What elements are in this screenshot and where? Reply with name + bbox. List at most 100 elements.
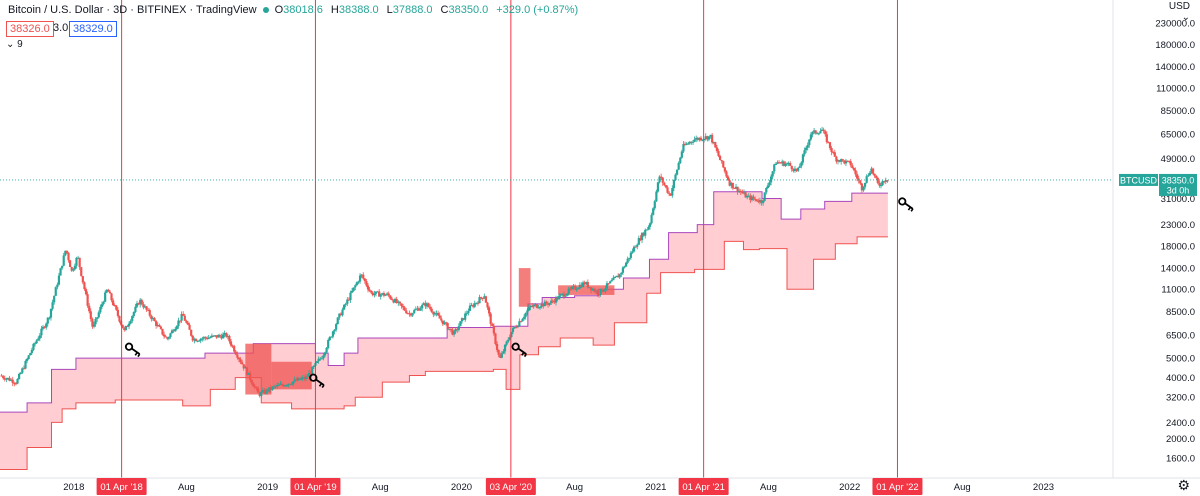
x-tick-label: 2018: [63, 482, 84, 493]
last-price-symbol: BTCUSD: [1120, 175, 1158, 185]
candle-body: [781, 161, 784, 164]
candle-body: [454, 329, 457, 332]
candle-body: [507, 339, 510, 342]
candle-body: [747, 195, 750, 197]
candle-body: [425, 303, 429, 307]
candle-body: [820, 129, 824, 132]
candle-body: [655, 191, 658, 202]
candle-body: [722, 161, 725, 168]
indicator-value-red[interactable]: 38326.0: [6, 21, 54, 37]
currency-selector[interactable]: USD ⌄: [1168, 1, 1190, 23]
candle-body: [72, 269, 75, 271]
candle-body: [366, 285, 370, 290]
candle-body: [158, 324, 161, 327]
x-tick-label: Aug: [760, 482, 777, 493]
candle-body: [287, 383, 290, 386]
candle-body: [175, 326, 178, 329]
candle-body: [518, 321, 521, 327]
candle-body: [703, 139, 706, 141]
candle-body: [290, 384, 293, 386]
candle-body: [585, 282, 588, 285]
candle-body: [347, 299, 350, 301]
candle-body: [494, 333, 497, 344]
candle-body: [645, 229, 648, 231]
candle-body: [311, 367, 314, 374]
candle-body: [198, 340, 201, 342]
candle-body: [441, 320, 444, 325]
candle-body: [464, 313, 467, 320]
candle-body: [371, 292, 374, 296]
candle-body: [534, 304, 537, 306]
ohlc-low: L37888.0: [386, 4, 433, 16]
candle-body: [483, 296, 486, 299]
candle-body: [870, 168, 873, 173]
candle-body: [752, 196, 755, 199]
candle-body: [554, 297, 558, 303]
candle-body: [97, 312, 100, 318]
candle-body: [762, 200, 765, 204]
candle-body: [346, 299, 349, 304]
candle-body: [531, 305, 534, 307]
candle-body: [854, 170, 857, 175]
candle-body: [857, 178, 860, 181]
candle-body: [124, 325, 127, 331]
candle-body: [444, 322, 448, 324]
key-icon-shaft: [517, 347, 527, 355]
y-tick-label: 2400.0: [1166, 418, 1195, 429]
candle-body: [301, 377, 304, 379]
candle-body: [218, 335, 221, 337]
candle-body: [368, 289, 371, 291]
candle-body: [570, 286, 574, 289]
candle-body: [754, 198, 757, 200]
candle-body: [419, 308, 422, 311]
candle-body: [241, 362, 244, 365]
indicator-value-blue[interactable]: 38329.0: [69, 21, 117, 37]
candle-body: [51, 302, 54, 309]
candle-body: [354, 285, 357, 288]
candle-body: [213, 335, 217, 337]
candle-body: [687, 143, 690, 145]
gear-icon[interactable]: ⚙: [1177, 477, 1190, 493]
symbol-title[interactable]: Bitcoin / U.S. Dollar · 3D · BITFINEX · …: [8, 4, 257, 16]
candle-body: [618, 274, 621, 278]
candle-body: [785, 163, 789, 165]
candle-body: [675, 169, 679, 175]
ohlc-high: H38388.0: [330, 4, 379, 16]
candle-body: [624, 262, 628, 267]
market-status-dot: [262, 6, 269, 13]
y-tick-label: 49000.0: [1161, 154, 1195, 165]
candle-body: [545, 301, 548, 304]
candle-body: [519, 321, 523, 323]
candle-body: [851, 165, 854, 169]
candle-body: [229, 341, 233, 346]
candle-body: [279, 383, 282, 385]
candle-body: [207, 337, 210, 339]
candle-body: [440, 318, 443, 321]
candle-body: [268, 387, 271, 392]
candle-body: [699, 137, 703, 141]
candle-body: [734, 186, 738, 189]
candle-body: [596, 290, 599, 295]
candle-body: [800, 162, 803, 167]
band-area: [0, 191, 888, 470]
candle-body: [408, 313, 411, 315]
indicator-collapse-button[interactable]: ⌄ 9: [6, 39, 23, 50]
candle-body: [601, 288, 604, 292]
candle-body: [658, 176, 661, 183]
candle-body: [386, 293, 389, 295]
candle-body: [478, 297, 481, 304]
candle-body: [473, 303, 476, 307]
candle-body: [492, 326, 495, 334]
key-icon-tooth: [134, 351, 138, 356]
candle-body: [738, 190, 741, 192]
candle-body: [378, 291, 381, 297]
last-price-symbol-bg: [1119, 173, 1158, 186]
last-price-countdown: 3d 0h: [1167, 185, 1190, 195]
candle-body: [121, 324, 124, 329]
candle-body: [500, 353, 503, 358]
candle-body: [446, 322, 449, 330]
candle-body: [586, 282, 589, 288]
marker-label: 01 Apr '18: [100, 482, 143, 493]
candle-body: [406, 313, 409, 315]
